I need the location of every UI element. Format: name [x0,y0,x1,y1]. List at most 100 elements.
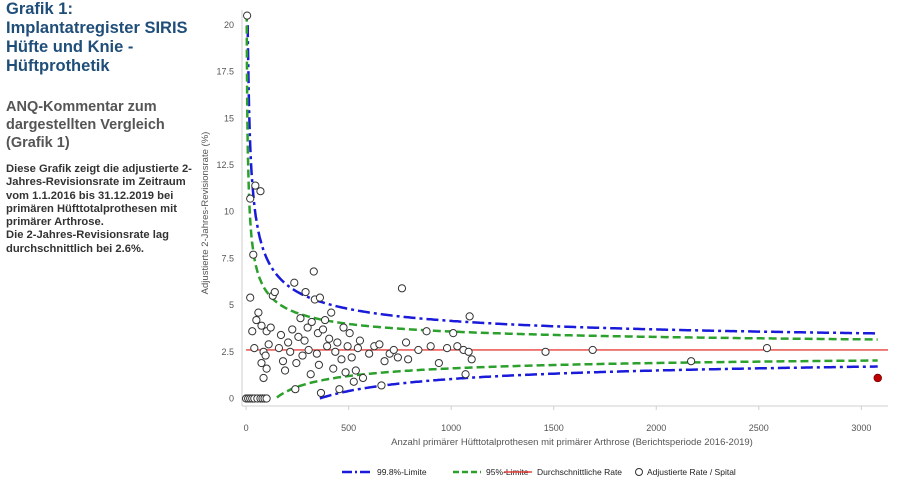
hospital-point [309,267,318,276]
y-tick-label: 15 [224,113,234,123]
hospital-point [252,315,261,325]
hospital-point [329,364,338,373]
hospital-point [453,342,462,351]
legend-label-points: Adjustierte Rate / Spital [647,467,736,477]
hospital-point [397,284,407,293]
y-tick-label: 0 [229,394,234,404]
hospital-point [320,315,330,325]
plot-area [242,11,888,403]
hospital-point [331,347,340,356]
hospital-point [294,332,303,341]
hospital-point [300,336,309,345]
hospital-point [246,293,255,302]
upper-control-limit [245,13,878,341]
hospital-point [254,308,263,317]
hospital-point [298,351,307,360]
hospital-point [341,368,350,377]
legend-swatch-points [635,468,643,476]
x-axis-label: Anzahl primärer Hüfttotalprothesen mit p… [391,437,753,448]
hospital-point [414,345,423,355]
hospital-point [248,327,257,336]
sidebar: Grafik 1: Implantatregister SIRIS Hüfte … [6,0,196,256]
hospital-point [288,325,297,334]
hospital-point [337,355,346,364]
hospital-point [762,343,772,353]
hospital-point [588,345,597,355]
hospital-point [262,394,271,403]
legend-label-average: Durchschnittliche Rate [537,467,622,477]
hospital-point [461,370,470,379]
hospital-point [292,358,301,368]
hospital-point [449,329,458,338]
hospital-point [426,342,435,351]
y-tick-label: 17.5 [216,67,234,77]
hospital-point [434,358,443,368]
hospital-point [318,325,328,334]
hospital-point [257,321,266,330]
x-tick-label: 1000 [441,423,461,433]
hospital-point [303,323,312,332]
x-tick-label: 0 [244,423,249,433]
hospital-point [304,345,313,355]
hospital-point [314,360,324,370]
y-tick-label: 10 [224,207,234,217]
hospital-point [465,312,474,321]
y-tick-label: 2.5 [221,347,234,357]
x-tick-label: 2000 [646,423,666,433]
hospital-point [312,349,321,358]
x-tick-label: 3000 [851,423,871,433]
hospital-point [286,347,295,356]
lower-control-limit [276,359,878,399]
hospital-point [280,366,290,375]
hospital-point [323,342,332,351]
hospital-point [339,323,348,332]
hospital-point [301,287,310,297]
hospital-point [464,347,473,356]
hospital-point [251,181,260,190]
hospital-point [404,355,413,364]
comment-heading: ANQ-Kommentar zum dargestellten Vergleic… [6,99,165,151]
x-tick-label: 500 [341,423,356,433]
hospital-point [256,187,265,196]
hospital-point [351,366,360,375]
y-ticks: 0 2.5 5 7.5 10 12.5 15 17.5 20 [216,20,234,404]
hospital-point [333,338,342,347]
hospital-point [541,347,550,356]
hospital-point [264,340,273,349]
hospital-point [274,343,284,353]
hospital-point [307,317,316,327]
hospital-point [365,349,374,358]
hospital-point [358,373,368,383]
hospital-point [315,293,325,302]
hospital-point [347,353,356,362]
legend-label-limit998: 99.8%-Limite [377,467,427,477]
hospital-point [250,343,259,353]
hospital-point [278,357,288,366]
hospital-point [349,377,358,386]
hospital-point [325,334,334,343]
hospital-point [284,338,293,347]
hospital-point [687,357,696,366]
hospital-point [353,343,362,353]
x-tick-label: 2500 [749,423,769,433]
hospital-point [276,330,286,340]
hospital-point [380,357,389,366]
y-tick-label: 20 [224,20,234,30]
hospital-point [467,355,476,364]
comment-body: Diese Grafik zeigt die adjustierte 2-Jah… [6,163,196,256]
hospital-point [375,340,384,349]
hospital-point [345,329,354,338]
y-tick-label: 5 [229,300,234,310]
hospital-point [316,388,326,398]
hospital-point [261,351,270,360]
hospital-point [343,342,352,351]
hospital-point [377,381,386,390]
hospital-point [327,308,336,317]
x-ticks: 0 500 1000 1500 2000 2500 3000 [244,406,871,433]
hospital-point [249,250,258,259]
hospital-point [243,11,252,20]
upper-control-limit [246,25,878,335]
hospital-point [259,373,268,383]
hospital-point [401,338,411,347]
